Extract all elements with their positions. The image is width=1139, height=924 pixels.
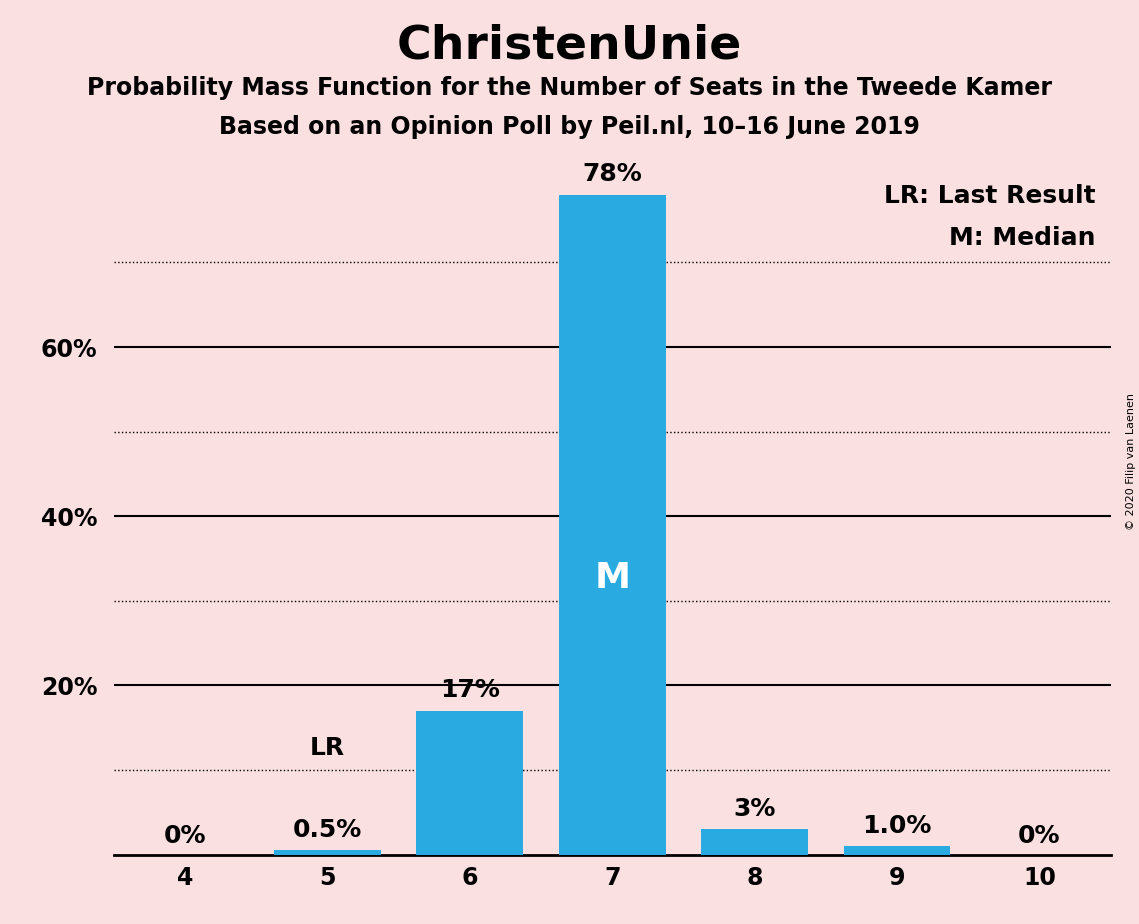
Text: LR: LR [310,736,345,760]
Text: LR: Last Result: LR: Last Result [884,184,1096,208]
Bar [844,846,950,855]
Text: 78%: 78% [582,163,642,187]
Text: Based on an Opinion Poll by Peil.nl, 10–16 June 2019: Based on an Opinion Poll by Peil.nl, 10–… [219,115,920,139]
Text: M: Median: M: Median [949,226,1096,250]
Text: M: M [595,561,630,594]
Bar [417,711,523,855]
Text: Probability Mass Function for the Number of Seats in the Tweede Kamer: Probability Mass Function for the Number… [87,76,1052,100]
Text: 0%: 0% [164,824,206,848]
Text: 1.0%: 1.0% [862,814,932,838]
Text: ChristenUnie: ChristenUnie [396,23,743,68]
Text: 3%: 3% [734,796,776,821]
Text: 17%: 17% [440,678,500,702]
Bar [702,830,808,855]
Text: 0.5%: 0.5% [293,818,362,842]
Text: 0%: 0% [1018,824,1060,848]
Bar [274,850,380,855]
Text: © 2020 Filip van Laenen: © 2020 Filip van Laenen [1126,394,1136,530]
Bar [559,195,665,855]
